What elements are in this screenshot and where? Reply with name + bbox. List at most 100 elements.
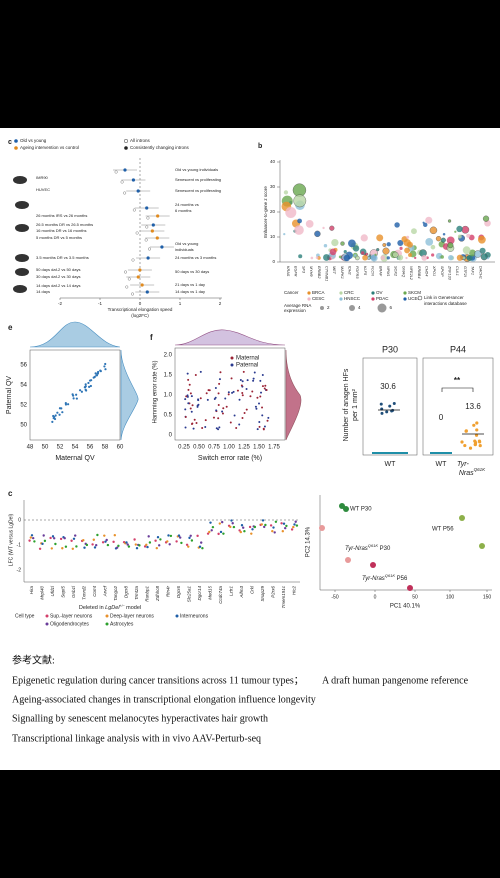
dot [75, 397, 78, 400]
text-part: Tyr-Nras [362, 576, 385, 582]
dot [269, 524, 273, 527]
y-tick-label: 20 [270, 209, 276, 214]
bubble [355, 255, 360, 261]
dot [472, 423, 476, 427]
x-tick-label: 0.25 [178, 445, 190, 451]
dot [238, 423, 241, 426]
y-tick-label: 1.5 [164, 373, 173, 379]
bubble [482, 215, 490, 222]
text-part: Q61K [368, 543, 379, 548]
dot [135, 231, 139, 235]
dot [134, 543, 137, 546]
dot [260, 391, 263, 394]
dot [477, 439, 482, 443]
dot [218, 426, 221, 429]
dot [59, 537, 63, 541]
gene-label: Comt [92, 585, 97, 597]
dot [273, 531, 276, 534]
plot-frame [362, 357, 418, 456]
dot [54, 542, 57, 546]
dot [54, 414, 57, 417]
dot [392, 401, 396, 405]
gene-label: CHD4 [424, 266, 428, 276]
dot [154, 539, 157, 542]
legend-dot [339, 297, 343, 301]
dot [255, 407, 258, 410]
dot [475, 421, 479, 425]
axis-label: Switch error rate (%) [198, 455, 262, 462]
row-label: 14 days [36, 289, 50, 294]
gene-label: Lztr1 [229, 586, 234, 597]
dot [75, 545, 78, 548]
dot [295, 524, 299, 527]
gene-label: FGFR3 [355, 266, 359, 279]
panel-letter: c [8, 139, 12, 146]
dot [261, 414, 264, 417]
gene-label: MAPK1 [340, 266, 344, 279]
gene-label: IDH2 [348, 266, 352, 276]
dot [254, 405, 257, 408]
bubble [397, 239, 404, 246]
gene-label: TAF1 [471, 266, 475, 275]
dot [196, 534, 199, 538]
bubble [380, 255, 386, 261]
dot [160, 245, 164, 249]
dot [95, 374, 99, 377]
gene-label: Aifm3 [239, 586, 244, 599]
dot [104, 362, 107, 366]
dot [93, 546, 97, 549]
row-label: 24 months vs 3 months [175, 255, 216, 260]
gene-label: MET [332, 266, 336, 275]
dot [188, 536, 191, 540]
dot [75, 393, 78, 396]
pca-point [459, 515, 465, 521]
x-tick-label: 58 [102, 445, 109, 451]
dot [256, 396, 259, 399]
dot [144, 238, 148, 242]
dot [225, 405, 228, 408]
dot [184, 416, 187, 419]
dot [212, 416, 215, 419]
dot [252, 379, 255, 382]
caption: Deleted in LgDel+/− model [79, 604, 141, 612]
dot [478, 444, 482, 448]
row-label: 26 months IRS vs 26 months [36, 213, 87, 218]
row-label: 50 days daf-2 vs 50 days [36, 267, 80, 272]
gene-label: Ranbp1 [145, 586, 150, 602]
x-tick-label: 1 [179, 301, 182, 306]
text-part: P30 [378, 546, 391, 552]
dot [266, 419, 269, 422]
bubble [440, 255, 444, 259]
pca-point [345, 557, 351, 563]
bubble [348, 239, 356, 248]
dot [74, 534, 77, 537]
y-tick-label: -2 [17, 567, 22, 573]
dot [199, 397, 202, 400]
dot [186, 395, 189, 398]
legend-title: Cell type [15, 613, 35, 619]
gene-label: Dgcr6 [176, 586, 181, 599]
legend-label: OV [376, 290, 383, 295]
legend-label: Interneurons [180, 613, 209, 619]
group-label: WT [385, 461, 397, 468]
dot [245, 388, 248, 391]
y-tick-label: 30 [270, 184, 276, 189]
dot [151, 223, 155, 227]
dot [85, 543, 89, 547]
bubble [362, 254, 368, 261]
dot [43, 539, 47, 543]
dot [177, 534, 181, 537]
bubble [425, 216, 433, 224]
dot [101, 541, 105, 544]
gene-label: GTF2I [463, 266, 467, 278]
dot [201, 427, 204, 430]
dot [180, 541, 183, 545]
legend-label: Astrocytes [110, 621, 134, 627]
gene-label: MYH9 [309, 266, 313, 277]
bubble [405, 256, 408, 260]
row-label: 24 months vs [175, 202, 199, 207]
dot [229, 421, 232, 424]
legend-label: 6 [390, 305, 393, 310]
dot [28, 539, 31, 542]
axis-label: Number of anagen HFs [343, 368, 350, 441]
